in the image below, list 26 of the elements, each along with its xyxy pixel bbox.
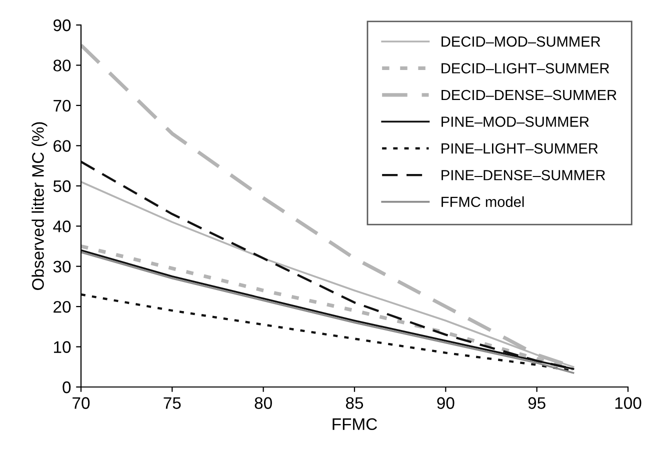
legend-label: PINE–MOD–SUMMER xyxy=(442,116,589,127)
legend-label: FFMC model xyxy=(442,196,524,208)
y-tick-label: 0 xyxy=(62,381,71,394)
x-axis-title: FFMC xyxy=(332,418,378,430)
y-axis-title: Observed litter MC (%) xyxy=(32,122,48,290)
x-tick-label: 90 xyxy=(437,397,454,409)
legend-label: PINE–LIGHT–SUMMER xyxy=(442,143,598,154)
y-tick-label: 70 xyxy=(54,100,71,112)
y-tick-label: 60 xyxy=(54,140,71,152)
legend-label: DECID–LIGHT–SUMMER xyxy=(442,63,610,74)
x-tick-label: 75 xyxy=(164,397,181,409)
y-tick-label: 50 xyxy=(53,180,71,192)
x-tick-label: 70 xyxy=(72,397,90,409)
y-tick-label: 80 xyxy=(53,60,71,72)
legend-label: DECID–MOD–SUMMER xyxy=(442,36,600,47)
y-tick-label: 20 xyxy=(54,300,71,313)
x-tick-label: 100 xyxy=(615,397,642,409)
x-tick-label: 80 xyxy=(254,397,272,409)
legend-label: PINE–DENSE–SUMMER xyxy=(442,170,606,180)
legend-label: DECID–DENSE–SUMMER xyxy=(442,90,616,100)
y-tick-label: 30 xyxy=(53,260,71,273)
y-tick-label: 40 xyxy=(53,220,71,232)
x-tick-label: 85 xyxy=(346,397,364,409)
y-tick-label: 10 xyxy=(54,341,71,353)
x-tick-label: 95 xyxy=(528,397,546,409)
y-tick-label: 90 xyxy=(54,19,71,32)
